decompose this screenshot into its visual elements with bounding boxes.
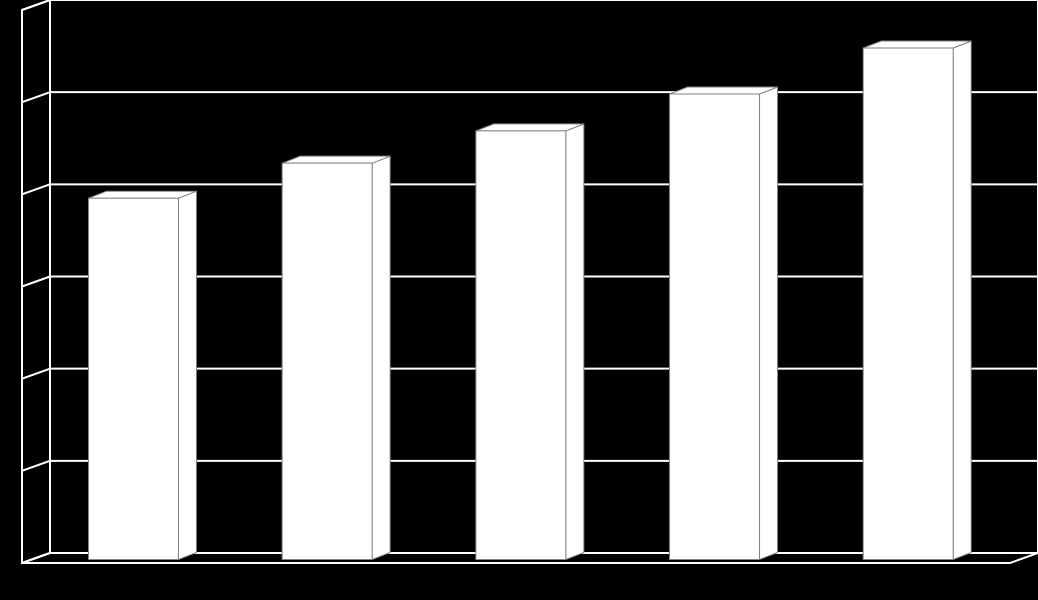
bar-top bbox=[282, 156, 390, 163]
bar-top bbox=[88, 191, 196, 198]
bar-side bbox=[760, 87, 778, 559]
bar-top bbox=[670, 87, 778, 94]
bar bbox=[670, 87, 778, 559]
bar bbox=[88, 191, 196, 559]
bar-side bbox=[566, 124, 584, 560]
bar-front bbox=[863, 48, 953, 560]
bar-top bbox=[863, 41, 971, 48]
bar bbox=[282, 156, 390, 559]
bar-chart-3d bbox=[0, 0, 1038, 600]
bar-side bbox=[178, 191, 196, 559]
bar-side bbox=[953, 41, 971, 560]
bar-front bbox=[476, 131, 566, 560]
bar-top bbox=[476, 124, 584, 131]
bar bbox=[863, 41, 971, 560]
bar-front bbox=[88, 198, 178, 559]
bar bbox=[476, 124, 584, 560]
bar-front bbox=[282, 163, 372, 559]
bar-side bbox=[372, 156, 390, 559]
bar-front bbox=[670, 94, 760, 559]
